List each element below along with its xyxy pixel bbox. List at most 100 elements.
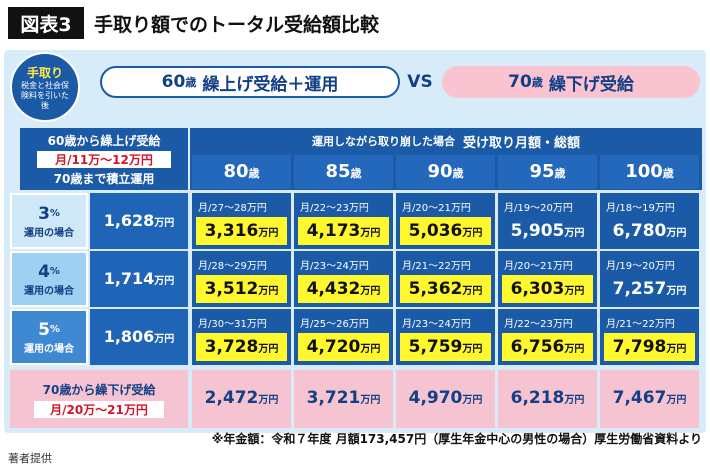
monthly-text: 月/20～21万円 [504, 260, 573, 272]
total: 3,728 万円 [196, 333, 287, 361]
total-unit: 万円 [666, 344, 687, 355]
deferred-unit: 万円 [666, 395, 687, 406]
total-unit: 万円 [666, 286, 687, 297]
rate-box: 4% 運用の場合 [10, 251, 88, 307]
left-header-1: 60歳から繰上げ受給 [47, 133, 161, 148]
footnote-text: ※年金額：令和７年度 月額173,457円（厚生年金中心の男性の場合）厚生労働省… [211, 431, 702, 446]
monthly: 月/20～21万円 [402, 197, 492, 215]
monthly-text: 月/20～21万円 [402, 202, 471, 214]
banner-age: 70 [508, 72, 532, 92]
age: 100 [625, 161, 663, 182]
header-label-text: 図表3 [20, 13, 72, 36]
base-total: 1,628 万円 [90, 193, 188, 249]
monthly-text: 月/27～28万円 [198, 202, 267, 214]
deferred-line1: 70歳から繰下げ受給 [42, 382, 156, 397]
monthly: 月/21～22万円 [402, 255, 492, 273]
total: 4,432 万円 [298, 275, 389, 303]
cell: 月/22～23万円 4,173 万円 [294, 193, 393, 249]
total-value: 5,759 [408, 337, 463, 357]
total-unit: 万円 [564, 228, 585, 239]
total: 6,780 万円 [604, 217, 695, 245]
base-total-value: 1,806 [103, 327, 155, 346]
deferred-header: 70歳から繰下げ受給 月/20万～21万円 [10, 370, 188, 428]
total-value: 6,303 [510, 279, 565, 299]
title-text: 手取り額でのトータル受給額比較 [94, 13, 380, 36]
rate: 3 [38, 203, 50, 224]
age-unit: 歳 [662, 167, 674, 180]
monthly: 月/20～21万円 [504, 255, 594, 273]
total-unit: 万円 [564, 344, 585, 355]
rate-note: 運用の場合 [24, 285, 74, 297]
total-value: 3,512 [204, 279, 259, 299]
base-total-unit: 万円 [154, 334, 175, 345]
total-value: 5,905 [510, 221, 565, 241]
base-total: 1,806 万円 [90, 309, 188, 365]
total-value: 6,756 [510, 337, 565, 357]
total: 7,798 万円 [604, 333, 695, 361]
deferred-cell: 4,970 万円 [396, 370, 495, 428]
age-unit: 歳 [350, 167, 362, 180]
total-value: 5,036 [408, 221, 463, 241]
header-label: 図表3 [8, 7, 84, 39]
left-header-2: 月/11万～12万円 [37, 150, 171, 168]
base-total: 1,714 万円 [90, 251, 188, 307]
age-header: 80 歳 [192, 155, 291, 189]
cell: 月/22～23万円 6,756 万円 [498, 309, 597, 365]
banner-left: 60 歳繰上げ受給＋運用 [100, 66, 400, 98]
deferred-cell: 3,721 万円 [294, 370, 393, 428]
monthly: 月/27～28万円 [198, 197, 288, 215]
vs: VS [400, 66, 440, 98]
base-total-unit: 万円 [154, 276, 175, 287]
total-unit: 万円 [462, 228, 483, 239]
age-header: 90 歳 [396, 155, 495, 189]
total-unit: 万円 [666, 228, 687, 239]
monthly: 月/22～23万円 [300, 197, 390, 215]
total-value: 4,432 [306, 279, 361, 299]
total-unit: 万円 [462, 286, 483, 297]
deferred-unit: 万円 [462, 395, 483, 406]
rate-box: 3% 運用の場合 [10, 193, 88, 249]
total: 5,905 万円 [502, 217, 593, 245]
total: 4,173 万円 [298, 217, 389, 245]
total-value: 7,798 [612, 337, 667, 357]
monthly: 月/22～23万円 [504, 313, 594, 331]
total: 4,720 万円 [298, 333, 389, 361]
rate-unit: % [49, 324, 60, 335]
column-title: 受け取り月額・総額 [462, 135, 580, 151]
rate-unit: % [49, 266, 60, 277]
deferred-total: 2,472 [204, 388, 259, 408]
banner-text: 繰下げ受給 [548, 74, 634, 95]
deferred-unit: 万円 [360, 395, 381, 406]
credit: 著者提供 [8, 450, 52, 466]
total: 3,512 万円 [196, 275, 287, 303]
deferred-line2: 月/20万～21万円 [34, 400, 164, 418]
monthly: 月/30～31万円 [198, 313, 288, 331]
cell: 月/25～26万円 4,720 万円 [294, 309, 393, 365]
banner-age: 60 [161, 72, 186, 92]
total-value: 7,257 [612, 279, 667, 299]
age: 95 [529, 161, 555, 182]
age-unit: 歳 [248, 167, 260, 180]
total: 7,257 万円 [604, 275, 695, 303]
total-unit: 万円 [462, 344, 483, 355]
total-value: 5,362 [408, 279, 463, 299]
total-value: 3,316 [204, 221, 259, 241]
age-header: 95 歳 [498, 155, 597, 189]
monthly-text: 月/28～29万円 [198, 260, 267, 272]
badge-title: 手取り [26, 65, 63, 80]
banner-unit: 歳 [531, 76, 543, 89]
rate-unit: % [49, 208, 60, 219]
total: 5,036 万円 [400, 217, 491, 245]
rate: 4 [38, 261, 50, 282]
total-unit: 万円 [564, 286, 585, 297]
cell: 月/21～22万円 5,362 万円 [396, 251, 495, 307]
cell: 月/19～20万円 5,905 万円 [498, 193, 597, 249]
monthly: 月/28～29万円 [198, 255, 288, 273]
age: 80 [223, 161, 249, 182]
rate-line: 3% [38, 204, 60, 224]
cell: 月/23～24万円 4,432 万円 [294, 251, 393, 307]
rate-line: 5% [38, 320, 60, 340]
deferred-cell: 6,218 万円 [498, 370, 597, 428]
total-unit: 万円 [360, 344, 381, 355]
